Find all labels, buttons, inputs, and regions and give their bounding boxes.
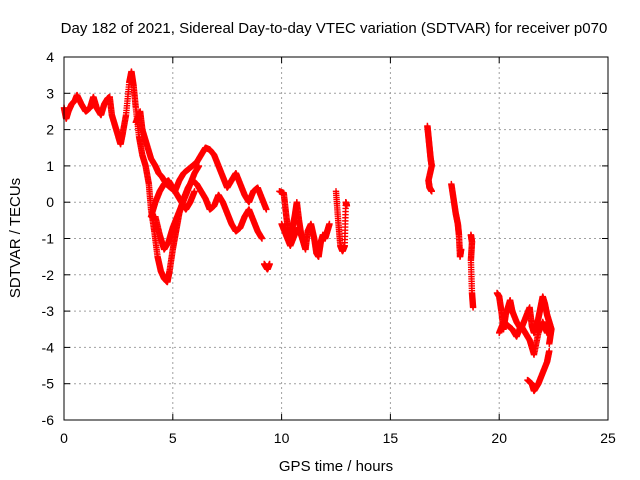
data-points [60, 68, 555, 395]
data-point-marker [266, 260, 273, 268]
data-point-marker [469, 304, 477, 311]
data-point-marker [343, 202, 351, 210]
data-point-marker [258, 235, 266, 242]
y-tick-label: 3 [46, 85, 54, 101]
x-axis-ticks: 0 5 10 15 20 25 [60, 57, 616, 446]
y-tick-label: 1 [46, 158, 54, 174]
grid [64, 57, 608, 420]
data-point-marker [195, 162, 203, 170]
data-point-marker [326, 220, 333, 228]
x-tick-label: 15 [383, 430, 399, 446]
data-point-marker [191, 188, 198, 195]
y-tick-label: -2 [42, 267, 55, 283]
y-tick-label: 2 [46, 122, 54, 138]
y-axis-label: SDTVAR / TECUs [7, 178, 24, 298]
x-tick-label: 5 [169, 430, 177, 446]
x-axis-label: GPS time / hours [279, 458, 393, 475]
y-axis-ticks: -6 -5 -4 -3 -2 -1 0 1 2 3 4 [42, 49, 608, 428]
y-tick-label: 4 [46, 49, 54, 65]
data-point-marker [457, 246, 465, 253]
data-point-marker [263, 206, 270, 213]
x-tick-label: 20 [491, 430, 507, 446]
data-point-marker [543, 329, 551, 337]
x-tick-label: 0 [60, 430, 68, 446]
x-tick-label: 10 [274, 430, 290, 446]
y-tick-label: -4 [42, 339, 55, 355]
data-point-marker [546, 340, 553, 347]
y-tick-label: -6 [42, 412, 55, 428]
y-tick-label: -3 [42, 303, 55, 319]
y-tick-label: -1 [42, 231, 55, 247]
x-tick-label: 25 [600, 430, 616, 446]
data-point-marker [546, 347, 553, 355]
chart-title: Day 182 of 2021, Sidereal Day-to-day VTE… [61, 20, 608, 37]
data-point-marker [428, 188, 435, 195]
y-tick-label: 0 [46, 194, 54, 210]
data-point-marker [295, 224, 303, 231]
y-tick-label: -5 [42, 376, 55, 392]
